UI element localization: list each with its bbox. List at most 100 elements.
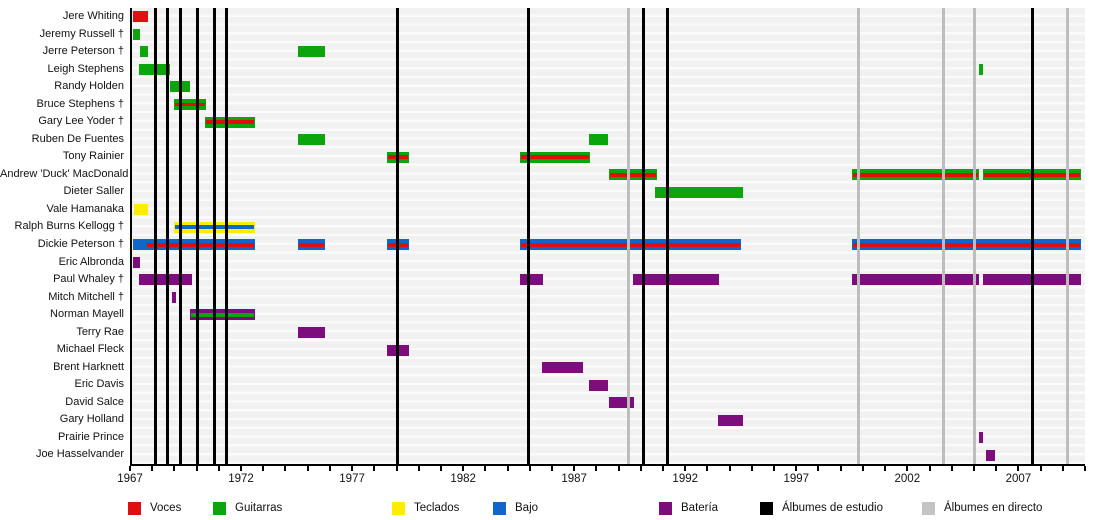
timeline-bar bbox=[852, 169, 979, 181]
member-label: Randy Holden bbox=[54, 80, 124, 93]
timeline-bar bbox=[608, 397, 634, 409]
member-label: Jeremy Russell † bbox=[39, 27, 124, 40]
axis-tick bbox=[284, 466, 287, 471]
timeline-bar bbox=[655, 186, 743, 198]
timeline-bar bbox=[608, 169, 658, 181]
timeline-bar bbox=[133, 28, 141, 40]
member-label: Andrew 'Duck' MacDonald bbox=[0, 167, 129, 180]
timeline-bar bbox=[133, 239, 255, 251]
member-label: Dieter Saller bbox=[63, 185, 124, 198]
live-album-line bbox=[1065, 8, 1069, 464]
axis-tick bbox=[573, 466, 576, 471]
timeline-bar bbox=[133, 256, 141, 268]
member-label: Terry Rae bbox=[76, 325, 124, 338]
member-label: Brent Harknett bbox=[53, 360, 124, 373]
axis-tick bbox=[684, 466, 687, 471]
axis-tick bbox=[306, 466, 309, 471]
axis-tick bbox=[928, 466, 931, 471]
axis-tick bbox=[240, 466, 243, 471]
legend-label: Álbumes en directo bbox=[944, 502, 1043, 514]
axis-tick bbox=[528, 466, 531, 471]
timeline-bar-stripe bbox=[853, 172, 978, 177]
axis-year-label: 1972 bbox=[228, 473, 254, 485]
legend-swatch bbox=[760, 501, 773, 515]
axis-tick bbox=[1061, 466, 1064, 471]
axis-tick bbox=[639, 466, 642, 471]
member-label: Prairie Prince bbox=[57, 430, 124, 443]
legend-swatch bbox=[922, 501, 935, 515]
member-label: Jere Whiting bbox=[62, 10, 124, 22]
axis-tick bbox=[328, 466, 331, 471]
member-label: Tony Rainier bbox=[62, 150, 124, 163]
legend-item: Voces bbox=[128, 501, 181, 515]
axis-tick bbox=[550, 466, 553, 471]
legend-label: Teclados bbox=[414, 502, 460, 514]
legend-label: Álbumes de estudio bbox=[782, 502, 884, 514]
axis-year-label: 1987 bbox=[561, 473, 587, 485]
timeline-bar bbox=[632, 274, 720, 286]
axis-tick bbox=[706, 466, 709, 471]
axis-tick bbox=[151, 466, 154, 471]
timeline-bar bbox=[519, 274, 544, 286]
axis-tick bbox=[950, 466, 953, 471]
member-label: Vale Hamanaka bbox=[46, 202, 124, 215]
legend-label: Guitarras bbox=[235, 502, 283, 514]
axis-year-label: 1982 bbox=[450, 473, 476, 485]
timeline-bar bbox=[542, 362, 583, 374]
member-label: Gary Lee Yoder † bbox=[38, 115, 124, 128]
studio-album-line bbox=[665, 8, 669, 464]
timeline-bar bbox=[189, 309, 255, 321]
studio-album-line bbox=[642, 8, 646, 464]
timeline-bar bbox=[138, 274, 192, 286]
member-label: Joe Hasselvander bbox=[35, 448, 124, 461]
timeline-bar bbox=[298, 326, 325, 338]
studio-album-line bbox=[179, 8, 183, 464]
live-album-line bbox=[626, 8, 630, 464]
axis-tick bbox=[262, 466, 265, 471]
live-album-line bbox=[941, 8, 945, 464]
legend-item: Bajo bbox=[493, 501, 538, 515]
member-label: Gary Holland bbox=[59, 413, 124, 426]
legend-label: Bajo bbox=[515, 502, 539, 514]
timeline-bar bbox=[519, 239, 742, 251]
timeline-bar bbox=[978, 432, 984, 444]
legend-item: Álbumes en directo bbox=[922, 501, 1042, 515]
x-axis: 1967 1972 1977 1982 1987 1992 1997 2002 2007 bbox=[117, 466, 1086, 496]
timeline-bar bbox=[519, 151, 590, 163]
axis-tick bbox=[972, 466, 975, 471]
member-label: Leigh Stephens bbox=[47, 62, 124, 75]
timeline-bar bbox=[171, 291, 177, 303]
axis-tick bbox=[728, 466, 731, 471]
member-label: Jerre Peterson † bbox=[42, 45, 124, 58]
legend-label: Voces bbox=[150, 502, 182, 514]
axis-tick bbox=[173, 466, 176, 471]
axis-tick bbox=[839, 466, 842, 471]
timeline-bar-stripe bbox=[147, 242, 254, 247]
axis-tick bbox=[617, 466, 620, 471]
timeline-bar bbox=[298, 46, 325, 58]
axis-tick bbox=[462, 466, 465, 471]
axis-tick bbox=[217, 466, 220, 471]
studio-album-line bbox=[396, 8, 400, 464]
axis-tick bbox=[1039, 466, 1042, 471]
member-label: Ruben De Fuentes bbox=[31, 132, 124, 145]
legend-swatch bbox=[659, 501, 672, 515]
axis-tick bbox=[439, 466, 442, 471]
axis-tick bbox=[773, 466, 776, 471]
axis-tick bbox=[662, 466, 665, 471]
axis-tick bbox=[817, 466, 820, 471]
timeline-bar bbox=[205, 116, 255, 128]
legend-label: Batería bbox=[681, 502, 719, 514]
axis-tick bbox=[861, 466, 864, 471]
studio-album-line bbox=[527, 8, 531, 464]
timeline-bar bbox=[852, 274, 979, 286]
timeline-bar-stripe bbox=[175, 102, 206, 107]
axis-year-label: 1992 bbox=[672, 473, 699, 485]
axis-tick bbox=[1084, 466, 1086, 471]
plot-area bbox=[130, 8, 1085, 466]
axis-tick bbox=[395, 466, 398, 471]
axis-tick bbox=[195, 466, 198, 471]
studio-album-line bbox=[153, 8, 157, 464]
axis-tick bbox=[373, 466, 376, 471]
